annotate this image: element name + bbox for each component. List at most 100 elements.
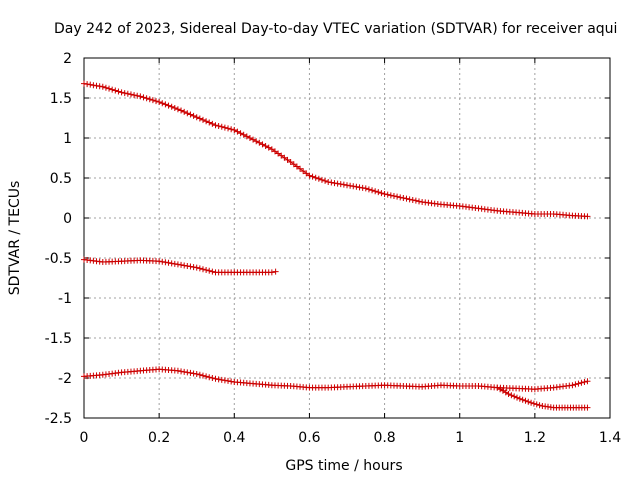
data-point xyxy=(536,402,543,409)
data-point xyxy=(318,176,325,183)
data-point xyxy=(228,126,235,133)
data-point xyxy=(90,82,97,89)
data-point xyxy=(193,264,200,271)
data-point xyxy=(178,368,185,375)
data-point xyxy=(137,93,144,100)
data-point xyxy=(234,128,241,135)
data-point xyxy=(199,266,206,273)
y-tick-label: -2.5 xyxy=(45,411,72,427)
data-point xyxy=(347,182,354,189)
data-point xyxy=(206,374,213,381)
y-tick-label: -1.5 xyxy=(45,331,72,347)
data-point xyxy=(187,263,194,270)
data-point xyxy=(403,195,410,202)
y-tick-label: -2 xyxy=(58,371,72,387)
data-point xyxy=(369,187,376,194)
data-point xyxy=(159,100,166,107)
data-point xyxy=(112,87,119,94)
data-point xyxy=(153,98,160,105)
data-point xyxy=(165,259,172,266)
data-point xyxy=(124,90,131,97)
data-point xyxy=(306,172,313,179)
x-tick-label: 1.2 xyxy=(524,430,546,446)
data-point xyxy=(87,81,94,88)
data-point xyxy=(290,161,297,168)
data-point xyxy=(262,143,269,149)
data-point xyxy=(178,107,185,114)
data-point xyxy=(237,130,244,137)
data-point xyxy=(322,177,329,184)
data-point xyxy=(381,191,388,197)
data-point xyxy=(212,375,219,382)
data-point xyxy=(584,404,591,411)
data-point xyxy=(134,92,141,99)
data-point xyxy=(196,265,203,272)
x-tick-label: 0.6 xyxy=(298,430,320,446)
data-point xyxy=(268,146,275,153)
data-point xyxy=(350,183,357,190)
data-point xyxy=(337,181,344,188)
data-point xyxy=(416,198,423,205)
data-point xyxy=(387,192,394,199)
data-point xyxy=(109,86,116,93)
data-point xyxy=(184,263,191,269)
data-point xyxy=(281,154,288,161)
data-point xyxy=(284,156,291,163)
data-point xyxy=(253,138,260,145)
x-axis-label: GPS time / hours xyxy=(285,458,402,474)
x-tick-label: 1 xyxy=(455,430,464,446)
data-point xyxy=(190,112,197,119)
data-point xyxy=(162,259,169,266)
data-point xyxy=(246,135,253,141)
data-point xyxy=(215,123,222,129)
y-tick-label: 1.5 xyxy=(50,91,72,107)
data-point xyxy=(312,174,319,181)
x-tick-label: 1.4 xyxy=(599,430,621,446)
x-tick-label: 0.2 xyxy=(148,430,170,446)
data-point xyxy=(375,189,382,196)
data-point xyxy=(221,124,228,131)
grid xyxy=(84,58,610,418)
data-point xyxy=(174,261,181,268)
data-point xyxy=(303,170,310,177)
data-point xyxy=(569,382,576,389)
data-point xyxy=(178,261,185,268)
data-point xyxy=(127,91,134,98)
data-point xyxy=(81,80,87,87)
data-point xyxy=(221,377,228,384)
data-point xyxy=(115,88,122,95)
data-point xyxy=(174,367,181,374)
series-upper xyxy=(81,80,591,220)
data-point xyxy=(209,375,216,381)
data-point xyxy=(533,401,540,408)
data-point xyxy=(171,105,178,111)
data-point xyxy=(272,268,279,275)
data-point xyxy=(209,120,216,127)
data-point xyxy=(372,188,379,195)
data-point xyxy=(259,141,266,148)
data-point xyxy=(118,89,125,96)
data-point xyxy=(181,262,188,269)
data-point xyxy=(199,372,206,379)
data-point xyxy=(106,85,113,92)
data-point xyxy=(228,378,235,385)
data-point xyxy=(143,95,150,102)
data-point xyxy=(362,185,369,192)
data-point xyxy=(325,179,332,185)
data-point xyxy=(174,106,181,113)
data-point xyxy=(315,175,322,182)
data-point xyxy=(187,111,194,118)
data-point xyxy=(412,197,419,204)
data-point xyxy=(309,173,316,180)
data-point xyxy=(193,371,200,377)
data-point xyxy=(203,267,210,273)
data-point xyxy=(209,268,216,275)
data-point xyxy=(384,191,391,198)
data-point xyxy=(275,150,282,157)
data-point xyxy=(181,108,188,115)
y-tick-label: 2 xyxy=(63,51,72,67)
data-point xyxy=(378,190,385,197)
data-point xyxy=(218,123,225,130)
y-axis-label: SDTVAR / TECUs xyxy=(7,181,23,296)
